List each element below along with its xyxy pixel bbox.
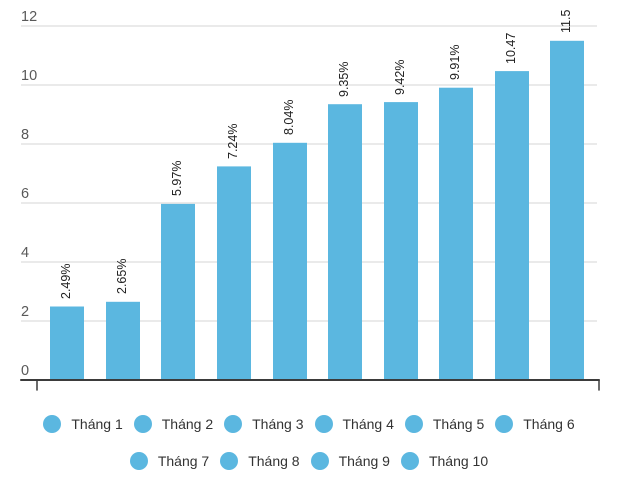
svg-text:2.65%: 2.65% — [115, 259, 129, 294]
svg-text:7.24%: 7.24% — [226, 124, 240, 159]
svg-text:4: 4 — [21, 245, 29, 261]
svg-text:2: 2 — [21, 304, 29, 320]
svg-text:9.91%: 9.91% — [448, 45, 462, 80]
svg-text:10.47: 10.47 — [504, 33, 518, 64]
svg-text:12: 12 — [21, 9, 37, 25]
svg-text:9.35%: 9.35% — [337, 62, 351, 97]
svg-text:9.42%: 9.42% — [393, 60, 407, 95]
svg-text:5.97%: 5.97% — [170, 161, 184, 196]
svg-text:10: 10 — [21, 68, 37, 84]
svg-text:0: 0 — [21, 363, 29, 379]
svg-text:11.5: 11.5 — [559, 10, 573, 33]
svg-text:8: 8 — [21, 127, 29, 143]
svg-text:8.04%: 8.04% — [282, 100, 296, 135]
svg-text:6: 6 — [21, 186, 29, 202]
svg-text:2.49%: 2.49% — [59, 264, 73, 299]
